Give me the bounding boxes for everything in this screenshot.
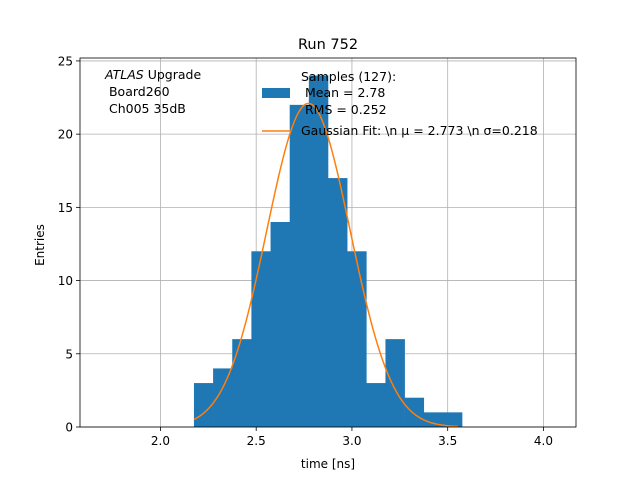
x-axis-label: time [ns] bbox=[301, 457, 355, 471]
histogram-bar bbox=[366, 383, 386, 427]
axes-frame bbox=[79, 57, 577, 428]
legend-hist-line-3: RMS = 0.252 bbox=[301, 102, 387, 117]
x-axis-ticks: 2.0 2.5 3.0 3.5 4.0 bbox=[151, 427, 553, 448]
y-tick-label: 0 bbox=[65, 421, 73, 435]
atlas-label: ATLAS bbox=[104, 67, 144, 82]
svg-text:ATLAS Upgrade: ATLAS Upgrade bbox=[104, 67, 201, 82]
atlas-annotation: ATLAS Upgrade Board260 Ch005 35dB bbox=[104, 67, 201, 116]
histogram-bar bbox=[251, 251, 271, 427]
histogram-bar bbox=[385, 339, 405, 427]
histogram-bar bbox=[404, 397, 425, 427]
x-tick-label: 2.0 bbox=[151, 434, 170, 448]
histogram-bar bbox=[213, 368, 233, 427]
y-tick-label: 5 bbox=[65, 347, 73, 361]
x-tick-label: 3.0 bbox=[342, 434, 361, 448]
board-label: Board260 bbox=[105, 84, 170, 99]
chart-title: Run 752 bbox=[298, 37, 358, 53]
histogram-bar bbox=[232, 339, 252, 427]
histogram-bar bbox=[328, 178, 348, 427]
y-axis-ticks: 0 5 10 15 20 25 bbox=[58, 54, 80, 435]
histogram-bar bbox=[347, 251, 367, 427]
x-tick-label: 4.0 bbox=[534, 434, 553, 448]
histogram-bar bbox=[289, 104, 310, 427]
legend-fit-label: Gaussian Fit: \n μ = 2.773 \n σ=0.218 bbox=[301, 123, 538, 138]
legend-hist-line-2: Mean = 2.78 bbox=[301, 85, 385, 100]
channel-label: Ch005 35dB bbox=[105, 101, 186, 116]
histogram-bar bbox=[423, 412, 444, 427]
histogram-bar bbox=[442, 412, 463, 427]
histogram-bar bbox=[270, 222, 290, 427]
legend-hist-swatch bbox=[262, 88, 290, 98]
x-tick-label: 2.5 bbox=[247, 434, 266, 448]
upgrade-label: Upgrade bbox=[144, 67, 202, 82]
gaussian-fit-curve bbox=[193, 102, 459, 428]
histogram-bars bbox=[193, 75, 463, 428]
x-tick-label: 3.5 bbox=[438, 434, 457, 448]
y-tick-label: 15 bbox=[58, 201, 73, 215]
y-tick-label: 25 bbox=[58, 54, 73, 68]
y-axis-label: Entries bbox=[33, 224, 47, 266]
y-tick-label: 20 bbox=[58, 128, 73, 142]
histogram-bar bbox=[308, 75, 329, 428]
legend-hist-line-1: Samples (127): bbox=[301, 69, 396, 84]
histogram-bar bbox=[193, 383, 214, 427]
legend: Samples (127): Mean = 2.78 RMS = 0.252 G… bbox=[262, 69, 538, 138]
y-tick-label: 10 bbox=[58, 274, 73, 288]
